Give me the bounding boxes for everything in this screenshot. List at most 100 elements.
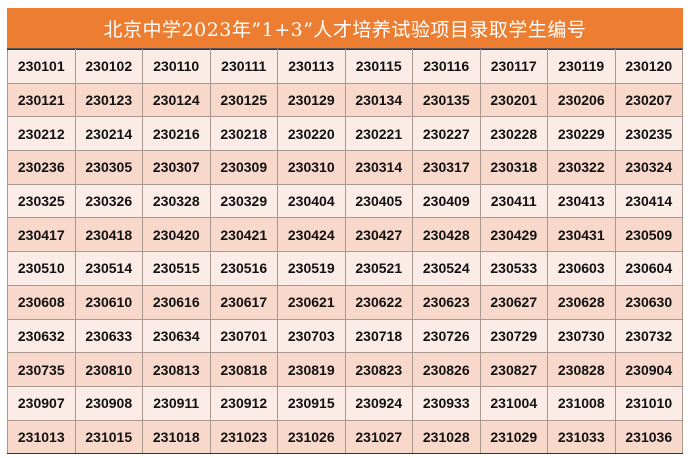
student-id-cell: 230627 — [479, 284, 548, 320]
student-id-cell: 230813 — [142, 352, 211, 387]
student-id-cell: 230628 — [547, 284, 616, 320]
student-id-cell: 230912 — [209, 385, 278, 421]
student-id-cell: 230604 — [614, 251, 683, 286]
student-id-cell: 230113 — [277, 49, 346, 84]
student-id-cell: 231028 — [412, 419, 481, 455]
student-id-cell: 230101 — [7, 49, 76, 84]
student-id-cell: 230120 — [614, 49, 683, 84]
student-id-cell: 230818 — [209, 352, 278, 387]
student-id-cell: 230329 — [209, 183, 278, 219]
table-row: 230236 230305 230307 230309 230310 230314 2303… — [7, 150, 683, 185]
student-id-cell: 230121 — [7, 82, 76, 118]
student-id-cell: 230314 — [344, 150, 413, 185]
student-id-cell: 230414 — [614, 183, 683, 219]
student-id-cell: 230214 — [74, 116, 143, 152]
student-id-cell: 230218 — [209, 116, 278, 152]
student-id-cell: 230735 — [7, 352, 76, 387]
table-row: 230510 230514 230515 230516 230519 230521 2305… — [7, 251, 683, 286]
table-row: 230325 230326 230328 230329 230404 230405 2304… — [7, 183, 683, 219]
student-id-cell: 230124 — [142, 82, 211, 118]
student-id-cell: 231004 — [479, 385, 548, 421]
student-id-cell: 230623 — [412, 284, 481, 320]
student-id-cell: 230117 — [479, 49, 548, 84]
student-id-cell: 230729 — [479, 318, 548, 354]
student-id-cell: 230810 — [74, 352, 143, 387]
student-id-cell: 230418 — [74, 217, 143, 253]
student-id-cell: 230310 — [277, 150, 346, 185]
student-id-cell: 230317 — [412, 150, 481, 185]
student-id-cell: 230933 — [412, 385, 481, 421]
student-id-cell: 230634 — [142, 318, 211, 354]
student-id-cell: 230123 — [74, 82, 143, 118]
table-row: 230632 230633 230634 230701 230703 230718 2307… — [7, 318, 683, 354]
student-id-cell: 231027 — [344, 419, 413, 455]
student-id-cell: 230630 — [614, 284, 683, 320]
student-id-cell: 230405 — [344, 183, 413, 219]
student-id-cell: 230207 — [614, 82, 683, 118]
student-id-cell: 230221 — [344, 116, 413, 152]
student-id-cell: 230119 — [547, 49, 616, 84]
student-id-cell: 230220 — [277, 116, 346, 152]
student-id-cell: 230515 — [142, 251, 211, 286]
student-id-cell: 230608 — [7, 284, 76, 320]
student-id-cell: 230404 — [277, 183, 346, 219]
student-id-cell: 231015 — [74, 419, 143, 455]
table-row: 231013 231015 231018 231023 231026 231027 2310… — [7, 419, 683, 455]
student-id-cell: 230622 — [344, 284, 413, 320]
student-id-cell: 230235 — [614, 116, 683, 152]
student-id-cell: 230424 — [277, 217, 346, 253]
student-id-cell: 230732 — [614, 318, 683, 354]
student-id-cell: 230509 — [614, 217, 683, 253]
student-id-cell: 230510 — [7, 251, 76, 286]
student-id-cell: 230413 — [547, 183, 616, 219]
student-id-cell: 230826 — [412, 352, 481, 387]
student-id-cell: 231023 — [209, 419, 278, 455]
student-id-cell: 230924 — [344, 385, 413, 421]
student-id-cell: 230420 — [142, 217, 211, 253]
student-id-cell: 230116 — [412, 49, 481, 84]
table-row: 230101 230102 230110 230111 230113 230115 2301… — [7, 49, 683, 84]
student-id-cell: 230617 — [209, 284, 278, 320]
student-id-cell: 230236 — [7, 150, 76, 185]
student-id-table: 230101 230102 230110 230111 230113 230115 2301… — [7, 49, 683, 455]
student-id-cell: 230110 — [142, 49, 211, 84]
student-id-cell: 230227 — [412, 116, 481, 152]
student-id-cell: 231026 — [277, 419, 346, 455]
student-id-cell: 231018 — [142, 419, 211, 455]
student-id-cell: 230633 — [74, 318, 143, 354]
student-id-cell: 230904 — [614, 352, 683, 387]
admission-table-sheet: 北京中学2023年”1+3”人才培养试验项目录取学生编号 230101 23010… — [7, 8, 683, 455]
student-id-cell: 230322 — [547, 150, 616, 185]
student-id-cell: 231008 — [547, 385, 616, 421]
student-id-cell: 230431 — [547, 217, 616, 253]
student-id-cell: 230514 — [74, 251, 143, 286]
student-id-cell: 230701 — [209, 318, 278, 354]
student-id-cell: 231033 — [547, 419, 616, 455]
student-id-cell: 230521 — [344, 251, 413, 286]
student-id-cell: 230718 — [344, 318, 413, 354]
student-id-cell: 230318 — [479, 150, 548, 185]
student-id-cell: 230212 — [7, 116, 76, 152]
student-id-cell: 230621 — [277, 284, 346, 320]
student-id-cell: 230429 — [479, 217, 548, 253]
student-id-cell: 230427 — [344, 217, 413, 253]
student-id-cell: 231010 — [614, 385, 683, 421]
student-id-cell: 231029 — [479, 419, 548, 455]
student-id-cell: 230730 — [547, 318, 616, 354]
student-id-cell: 230908 — [74, 385, 143, 421]
student-id-cell: 230228 — [479, 116, 548, 152]
table-title: 北京中学2023年”1+3”人才培养试验项目录取学生编号 — [7, 8, 683, 49]
student-id-cell: 230524 — [412, 251, 481, 286]
student-id-cell: 230632 — [7, 318, 76, 354]
student-id-cell: 230417 — [7, 217, 76, 253]
student-id-cell: 230907 — [7, 385, 76, 421]
student-id-cell: 230328 — [142, 183, 211, 219]
student-id-cell: 230307 — [142, 150, 211, 185]
student-id-cell: 230125 — [209, 82, 278, 118]
student-id-cell: 230325 — [7, 183, 76, 219]
student-id-cell: 230519 — [277, 251, 346, 286]
student-id-cell: 230409 — [412, 183, 481, 219]
student-id-cell: 230915 — [277, 385, 346, 421]
student-id-cell: 230819 — [277, 352, 346, 387]
student-id-cell: 230324 — [614, 150, 683, 185]
